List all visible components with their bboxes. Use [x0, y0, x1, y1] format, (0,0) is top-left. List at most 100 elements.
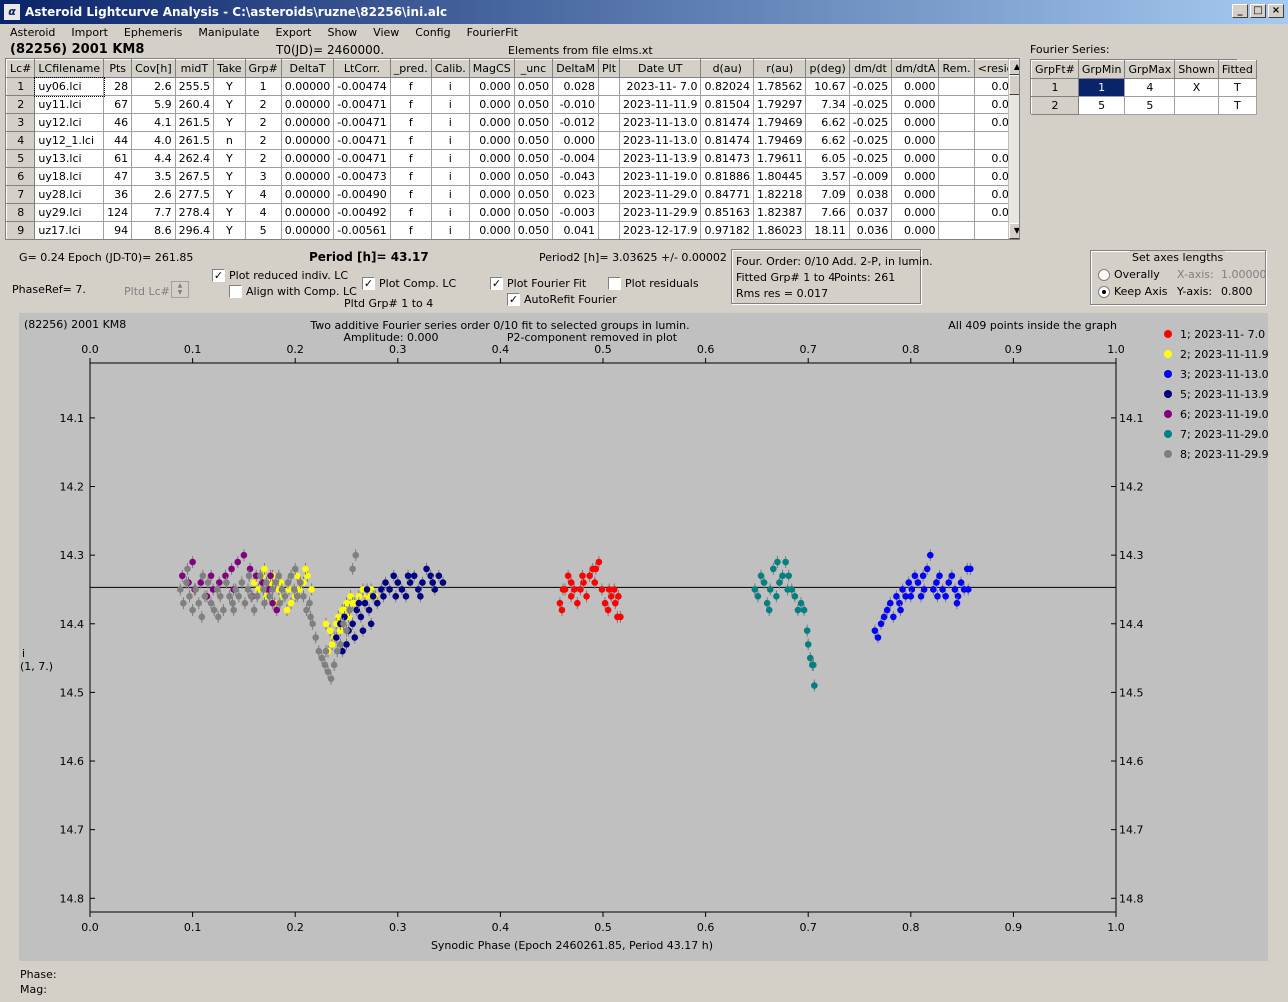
table-cell[interactable]: 2023-11-19.0 — [619, 167, 702, 186]
table-cell[interactable]: 5.9 — [131, 95, 176, 114]
table-cell[interactable]: -0.025 — [848, 131, 893, 150]
table-cell[interactable]: 1.82387 — [752, 203, 807, 222]
table-cell[interactable] — [598, 185, 621, 204]
table-cell[interactable]: 1.79469 — [752, 131, 807, 150]
close-button[interactable]: × — [1268, 4, 1284, 18]
scroll-down-icon[interactable]: ▼ — [1009, 223, 1019, 239]
table-cell[interactable]: 0.000 — [891, 149, 940, 168]
table-cell[interactable]: 61 — [103, 149, 133, 168]
table-cell[interactable]: 0.81886 — [700, 167, 754, 186]
plot-residuals-checkbox[interactable]: Plot residuals — [608, 277, 699, 290]
table-cell[interactable]: 255.5 — [174, 77, 215, 96]
column-header[interactable]: p(deg) — [805, 59, 850, 78]
table-cell[interactable]: i — [430, 221, 470, 239]
table-cell[interactable]: 277.5 — [174, 185, 215, 204]
table-cell[interactable]: 7.09 — [805, 185, 850, 204]
fourier-cell[interactable]: 4 — [1124, 78, 1176, 97]
checkbox-box[interactable] — [229, 285, 242, 298]
table-cell[interactable]: -0.025 — [848, 149, 893, 168]
table-cell[interactable]: uy12.lci — [34, 113, 105, 132]
checkbox-box[interactable]: ✓ — [362, 277, 375, 290]
checkbox-box[interactable]: ✓ — [507, 293, 520, 306]
fourier-cell[interactable]: 5 — [1077, 96, 1126, 115]
pltd-lc-spinner[interactable]: ▲ ▼ — [171, 281, 189, 298]
table-cell[interactable]: 0.81474 — [700, 113, 754, 132]
table-cell[interactable]: uy13.lci — [34, 149, 105, 168]
table-cell[interactable] — [598, 77, 621, 96]
lightcurve-chart[interactable]: (82256) 2001 KM8 Two additive Fourier se… — [19, 313, 1268, 961]
table-cell[interactable]: -0.004 — [552, 149, 600, 168]
table-cell[interactable]: 0.97182 — [700, 221, 754, 239]
table-cell[interactable]: 0.000 — [891, 131, 940, 150]
table-cell[interactable]: 261.5 — [174, 131, 215, 150]
table-cell[interactable]: uy12_1.lci — [34, 131, 105, 150]
table-cell[interactable]: 0.028 — [552, 77, 600, 96]
table-cell[interactable]: 0.00000 — [280, 131, 335, 150]
table-cell[interactable]: 0.000 — [891, 95, 940, 114]
radio-icon[interactable] — [1098, 268, 1110, 281]
table-cell[interactable]: n — [213, 131, 246, 150]
table-cell[interactable]: 296.4 — [174, 221, 215, 239]
table-cell[interactable] — [598, 149, 621, 168]
table-cell[interactable]: 0.000 — [468, 149, 515, 168]
menu-show[interactable]: Show — [327, 26, 358, 39]
table-cell[interactable]: 0.00000 — [280, 221, 335, 239]
table-cell[interactable]: f — [389, 203, 432, 222]
row-header[interactable]: 6 — [6, 167, 36, 186]
table-cell[interactable]: 0.85163 — [700, 203, 754, 222]
table-cell[interactable]: 3.5 — [131, 167, 176, 186]
table-cell[interactable]: 1.80445 — [752, 167, 807, 186]
table-cell[interactable]: 4.0 — [131, 131, 176, 150]
table-cell[interactable] — [938, 95, 975, 114]
lightcurve-graph[interactable]: (82256) 2001 KM8 Two additive Fourier se… — [19, 313, 1268, 961]
table-cell[interactable]: 3 — [244, 167, 282, 186]
table-cell[interactable]: 36 — [103, 185, 133, 204]
table-row[interactable]: 2 uy11.lci 67 5.9 260.4 Y 2 0.00000 -0.00471 f i 0.… — [6, 95, 1019, 114]
table-cell[interactable]: f — [389, 131, 432, 150]
table-cell[interactable]: -0.00490 — [333, 185, 391, 204]
table-row[interactable]: 1 uy06.lci 28 2.6 255.5 Y 1 0.00000 -0.00474 f i 0.… — [6, 76, 1019, 97]
table-cell[interactable]: 0.000 — [468, 203, 515, 222]
table-cell[interactable] — [938, 131, 975, 150]
table-cell[interactable]: -0.003 — [552, 203, 600, 222]
table-cell[interactable]: 2 — [244, 95, 282, 114]
table-cell[interactable]: 6.05 — [805, 149, 850, 168]
menu-fourierfit[interactable]: FourierFit — [466, 26, 518, 39]
table-cell[interactable]: uy11.lci — [34, 95, 105, 114]
table-cell[interactable]: 2 — [244, 149, 282, 168]
table-cell[interactable]: 0.000 — [468, 167, 515, 186]
table-cell[interactable]: 0.037 — [848, 203, 893, 222]
table-cell[interactable]: 0.00000 — [280, 203, 335, 222]
table-cell[interactable]: 94 — [103, 221, 133, 239]
table-cell[interactable]: 278.4 — [174, 203, 215, 222]
table-cell[interactable]: 7.7 — [131, 203, 176, 222]
table-cell[interactable]: uy18.lci — [34, 167, 105, 186]
table-cell[interactable]: -0.043 — [552, 167, 600, 186]
table-cell[interactable]: -0.00471 — [333, 95, 391, 114]
table-cell[interactable]: i — [430, 113, 470, 132]
table-cell[interactable]: -0.00473 — [333, 167, 391, 186]
fourier-cell[interactable]: T — [1217, 78, 1257, 97]
table-cell[interactable]: -0.00492 — [333, 203, 391, 222]
table-cell[interactable]: 0.050 — [513, 131, 554, 150]
table-cell[interactable]: f — [389, 185, 432, 204]
table-row[interactable]: 4 uy12_1.lci 44 4.0 261.5 n 2 0.00000 -0.00471 f i… — [6, 131, 1019, 150]
table-cell[interactable]: 10.67 — [805, 77, 850, 96]
column-header[interactable]: Date UT — [619, 59, 702, 78]
table-cell[interactable]: 5 — [244, 221, 282, 239]
table-cell[interactable]: Y — [213, 95, 246, 114]
table-cell[interactable]: 0.84771 — [700, 185, 754, 204]
table-cell[interactable] — [598, 95, 621, 114]
table-cell[interactable]: 2023-11- 7.0 — [619, 77, 702, 96]
table-cell[interactable] — [938, 149, 975, 168]
fourier-cell[interactable]: 5 — [1124, 96, 1176, 115]
column-header[interactable]: LtCorr. — [333, 59, 391, 78]
table-cell[interactable]: -0.025 — [848, 77, 893, 96]
column-header[interactable]: Pts — [103, 59, 133, 78]
table-cell[interactable]: uy06.lci — [33, 76, 105, 97]
column-header[interactable]: Plt — [598, 59, 621, 78]
table-cell[interactable]: 267.5 — [174, 167, 215, 186]
table-cell[interactable]: 0.000 — [891, 167, 940, 186]
table-cell[interactable]: 2023-11-11.9 — [619, 95, 702, 114]
table-cell[interactable] — [598, 221, 621, 239]
